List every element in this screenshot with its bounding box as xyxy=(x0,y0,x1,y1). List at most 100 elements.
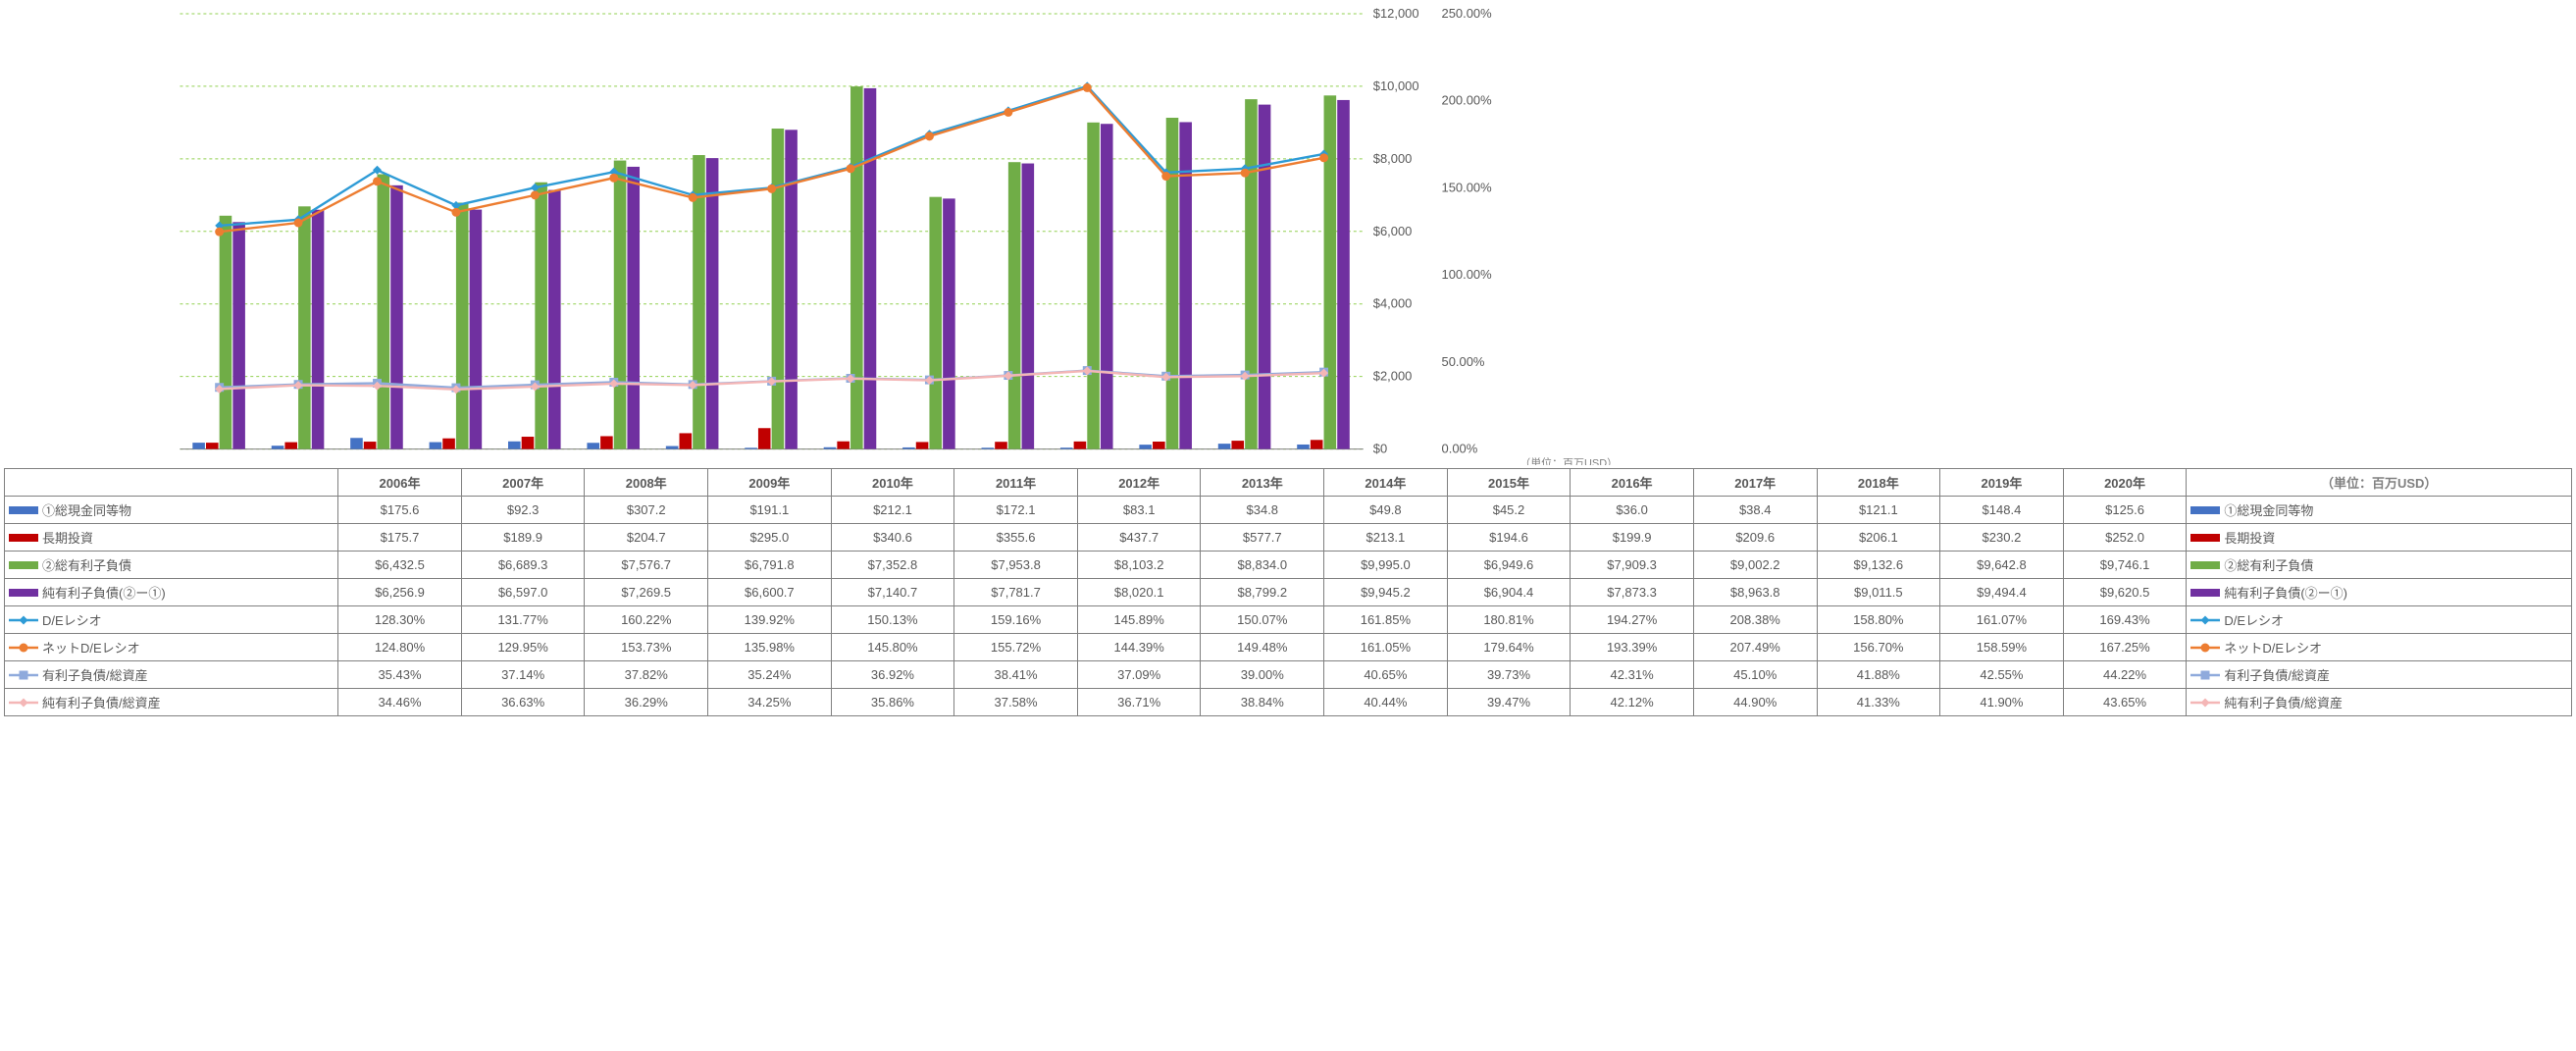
svg-text:$8,000: $8,000 xyxy=(1373,151,1413,166)
year-header: 2013年 xyxy=(1201,469,1324,497)
series-label: 純有利子負債/総資産 xyxy=(42,696,161,710)
net_de_ratio-marker xyxy=(1004,108,1012,117)
data-cell: 145.89% xyxy=(1077,606,1201,634)
year-header: 2019年 xyxy=(1940,469,2064,497)
longinv-bar xyxy=(758,428,771,448)
data-cell: 156.70% xyxy=(1817,634,1940,661)
data-cell: $148.4 xyxy=(1940,497,2064,524)
series-label: 有利子負債/総資産 xyxy=(42,668,148,683)
data-cell: $172.1 xyxy=(954,497,1078,524)
netdebt-bar xyxy=(864,88,877,449)
data-cell: 193.39% xyxy=(1571,634,1694,661)
data-cell: $92.3 xyxy=(461,497,585,524)
netdebt-bar xyxy=(627,167,640,449)
series-label: ネットD/Eレシオ xyxy=(2224,641,2322,656)
totdebt-bar xyxy=(614,161,627,449)
data-cell: 150.13% xyxy=(831,606,954,634)
series-label: ②総有利子負債 xyxy=(2224,558,2313,573)
series-legend-right: D/Eレシオ xyxy=(2187,606,2572,634)
data-cell: 161.07% xyxy=(1940,606,2064,634)
data-cell: $8,963.8 xyxy=(1693,579,1817,606)
data-cell: $9,494.4 xyxy=(1940,579,2064,606)
netdebt-bar xyxy=(470,210,483,449)
series-label: D/Eレシオ xyxy=(2224,613,2284,628)
data-cell: $121.1 xyxy=(1817,497,1940,524)
cash-bar xyxy=(272,446,284,448)
series-label: 純有利子負債(②ー①) xyxy=(2224,586,2347,601)
longinv-bar xyxy=(1153,442,1165,449)
data-cell: $189.9 xyxy=(461,524,585,552)
cash-bar xyxy=(902,447,915,449)
data-cell: $9,945.2 xyxy=(1324,579,1448,606)
unit-note: （単位：百万USD） xyxy=(2187,469,2572,497)
net_de_ratio-marker xyxy=(294,219,303,228)
data-cell: 35.43% xyxy=(338,661,462,689)
data-cell: $295.0 xyxy=(708,524,832,552)
data-cell: $191.1 xyxy=(708,497,832,524)
year-header: 2009年 xyxy=(708,469,832,497)
data-cell: 208.38% xyxy=(1693,606,1817,634)
cash-bar xyxy=(1139,445,1152,448)
data-cell: 129.95% xyxy=(461,634,585,661)
table-row: 純有利子負債(②ー①)$6,256.9$6,597.0$7,269.5$6,60… xyxy=(5,579,2572,606)
series-legend-left: ②総有利子負債 xyxy=(5,552,338,579)
data-cell: $175.7 xyxy=(338,524,462,552)
year-header: 2017年 xyxy=(1693,469,1817,497)
data-cell: $125.6 xyxy=(2063,497,2187,524)
data-cell: $437.7 xyxy=(1077,524,1201,552)
net_de_ratio-marker xyxy=(925,131,934,140)
data-cell: $6,432.5 xyxy=(338,552,462,579)
data-cell: $7,873.3 xyxy=(1571,579,1694,606)
data-cell: $49.8 xyxy=(1324,497,1448,524)
data-cell: $213.1 xyxy=(1324,524,1448,552)
longinv-bar xyxy=(837,442,850,449)
longinv-bar xyxy=(916,442,929,448)
totdebt-bar xyxy=(456,203,469,449)
data-cell: 39.73% xyxy=(1447,661,1571,689)
year-header: 2010年 xyxy=(831,469,954,497)
data-cell: 41.33% xyxy=(1817,689,1940,716)
net_de_ratio-marker xyxy=(451,208,460,217)
data-cell: 153.73% xyxy=(585,634,708,661)
totdebt-bar xyxy=(1087,123,1100,449)
data-cell: 39.47% xyxy=(1447,689,1571,716)
data-cell: 35.24% xyxy=(708,661,832,689)
table-row: ネットD/Eレシオ124.80%129.95%153.73%135.98%145… xyxy=(5,634,2572,661)
series-legend-left: 純有利子負債(②ー①) xyxy=(5,579,338,606)
data-cell: $175.6 xyxy=(338,497,462,524)
longinv-bar xyxy=(522,437,535,449)
series-legend-left: ①総現金同等物 xyxy=(5,497,338,524)
data-cell: 131.77% xyxy=(461,606,585,634)
netdebt-bar xyxy=(943,198,955,448)
data-cell: $8,834.0 xyxy=(1201,552,1324,579)
series-legend-right: ②総有利子負債 xyxy=(2187,552,2572,579)
net_de_ratio-marker xyxy=(1083,83,1092,92)
cash-bar xyxy=(350,438,363,448)
data-cell: $307.2 xyxy=(585,497,708,524)
net_de_ratio-marker xyxy=(847,164,855,173)
net_de_ratio-marker xyxy=(1241,169,1250,178)
longinv-bar xyxy=(1311,440,1323,448)
net_de_ratio-marker xyxy=(1319,153,1328,162)
series-label: 有利子負債/総資産 xyxy=(2224,668,2330,683)
data-cell: 167.25% xyxy=(2063,634,2187,661)
data-cell: 38.84% xyxy=(1201,689,1324,716)
data-cell: 149.48% xyxy=(1201,634,1324,661)
data-cell: $7,140.7 xyxy=(831,579,954,606)
data-cell: 135.98% xyxy=(708,634,832,661)
combo-chart: $0$2,000$4,000$6,000$8,000$10,000$12,000… xyxy=(4,4,2572,465)
table-row: ②総有利子負債$6,432.5$6,689.3$7,576.7$6,791.8$… xyxy=(5,552,2572,579)
svg-text:（単位：百万USD）: （単位：百万USD） xyxy=(1520,456,1618,465)
data-cell: $204.7 xyxy=(585,524,708,552)
totdebt-bar xyxy=(378,175,390,449)
data-cell: $9,620.5 xyxy=(2063,579,2187,606)
table-row: 長期投資$175.7$189.9$204.7$295.0$340.6$355.6… xyxy=(5,524,2572,552)
series-label: 長期投資 xyxy=(42,531,93,546)
data-cell: 41.90% xyxy=(1940,689,2064,716)
netdebt-bar xyxy=(548,190,561,449)
data-cell: $7,576.7 xyxy=(585,552,708,579)
net_de_ratio-marker xyxy=(609,174,618,183)
data-cell: 39.00% xyxy=(1201,661,1324,689)
totdebt-bar xyxy=(850,86,863,449)
net_de_ratio-marker xyxy=(373,177,382,185)
